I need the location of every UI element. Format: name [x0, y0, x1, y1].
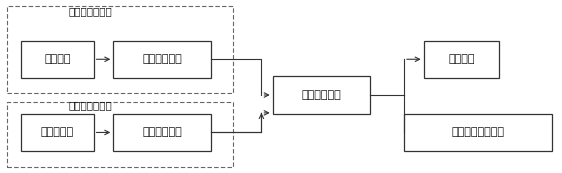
Bar — [7, 102, 233, 166]
Text: 热电换能装置: 热电换能装置 — [142, 128, 182, 138]
Text: 振动能发电装置: 振动能发电装置 — [69, 7, 112, 16]
Bar — [21, 114, 94, 151]
Bar — [113, 40, 211, 78]
Bar — [424, 40, 499, 78]
Text: 电源监测管理装置: 电源监测管理装置 — [452, 128, 505, 138]
Bar — [273, 76, 370, 114]
Text: 温差发电片: 温差发电片 — [41, 128, 74, 138]
Text: 压电元件: 压电元件 — [44, 54, 71, 64]
Bar — [113, 114, 211, 151]
Text: 压电换能装置: 压电换能装置 — [142, 54, 182, 64]
Text: 地热能发电装置: 地热能发电装置 — [69, 100, 112, 110]
Text: 井下设备: 井下设备 — [448, 54, 474, 64]
Text: 电能存储装置: 电能存储装置 — [302, 90, 342, 100]
Bar — [7, 7, 233, 93]
Bar — [404, 114, 552, 151]
Bar — [21, 40, 94, 78]
